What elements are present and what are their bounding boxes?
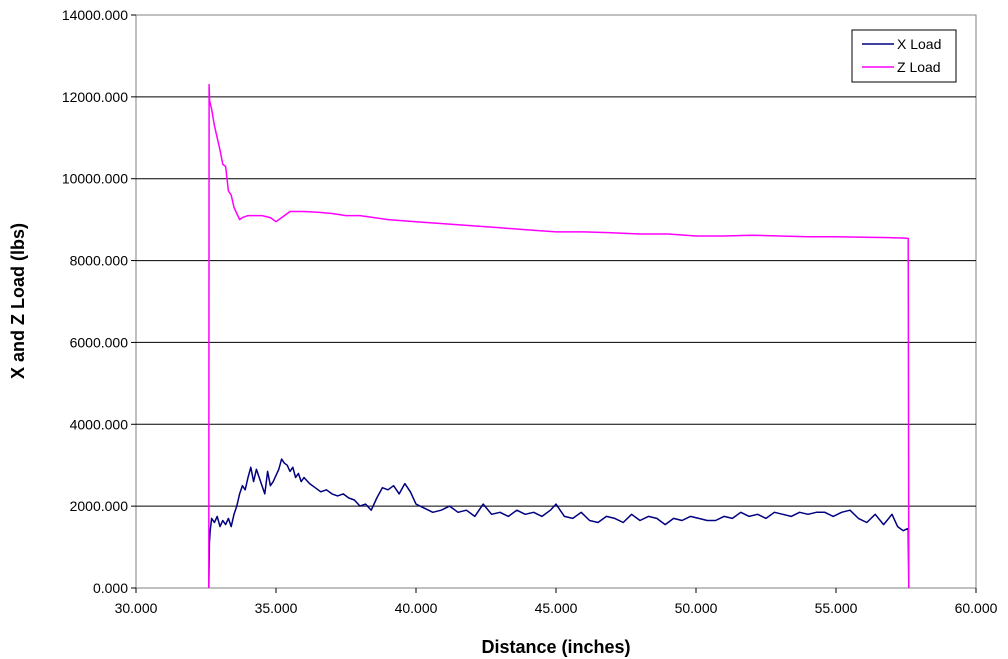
series-line-x-load	[208, 458, 910, 589]
series-lines	[208, 83, 910, 589]
x-tick-label-0: 30.000	[115, 600, 158, 616]
y-tick-label-0: 0.000	[93, 580, 128, 596]
x-tick-label-6: 60.000	[955, 600, 998, 616]
x-axis-title: Distance (inches)	[481, 637, 630, 657]
legend-label-x-load: X Load	[897, 36, 941, 52]
gridlines	[136, 96, 976, 507]
y-tick-label-2: 4000.000	[70, 416, 129, 432]
x-tick-label-2: 40.000	[395, 600, 438, 616]
y-tick-label-6: 12000.000	[62, 89, 128, 105]
axis-ticks: 0.000 2000.000 4000.000 6000.000 8000.000 100…	[62, 7, 998, 616]
y-tick-label-3: 6000.000	[70, 334, 129, 350]
y-tick-label-1: 2000.000	[70, 498, 129, 514]
y-axis-title: X and Z Load (lbs)	[8, 223, 28, 379]
x-tick-label-3: 45.000	[535, 600, 578, 616]
legend: X Load Z Load	[851, 29, 957, 83]
x-tick-label-5: 55.000	[815, 600, 858, 616]
legend-box	[851, 29, 957, 83]
x-tick-label-4: 50.000	[675, 600, 718, 616]
series-line-z-load	[208, 83, 910, 589]
y-tick-label-7: 14000.000	[62, 7, 128, 23]
x-tick-label-1: 35.000	[255, 600, 298, 616]
y-tick-label-5: 10000.000	[62, 171, 128, 187]
legend-label-z-load: Z Load	[897, 59, 941, 75]
y-tick-label-4: 8000.000	[70, 253, 129, 269]
plot-area	[135, 14, 977, 589]
